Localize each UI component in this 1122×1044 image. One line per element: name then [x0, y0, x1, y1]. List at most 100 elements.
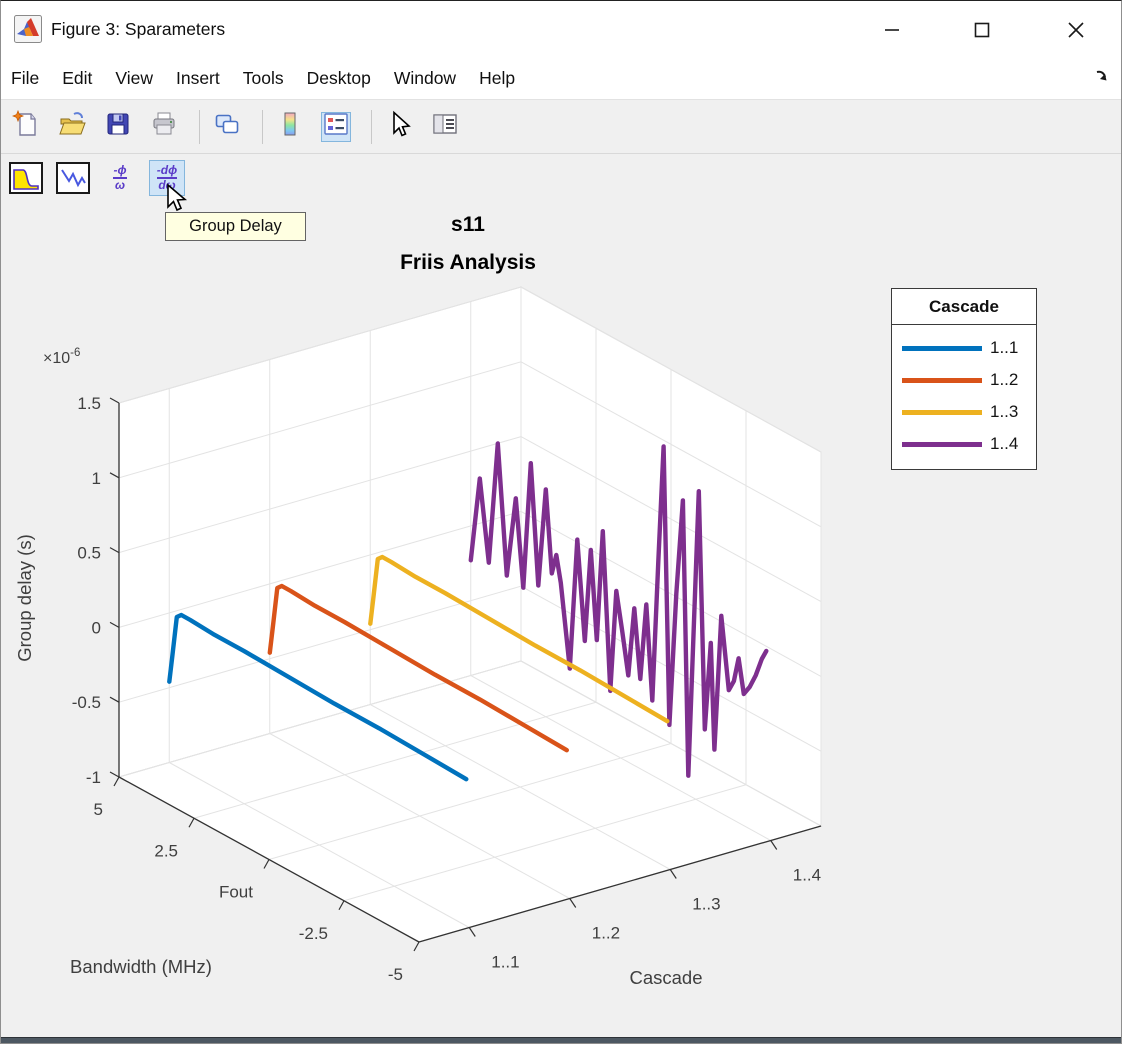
y-axis-label: Cascade: [629, 967, 702, 988]
z-tick-label-4: 1: [92, 469, 101, 488]
menu-item-edit[interactable]: Edit: [62, 67, 93, 88]
x-tick-label-3: -2.5: [299, 924, 328, 943]
y-axis-edge: [418, 825, 822, 943]
save-figure-icon: [104, 110, 132, 143]
close-icon: [1068, 22, 1084, 38]
magnitude-response-button[interactable]: [8, 160, 44, 196]
dock-figure-icon[interactable]: [1093, 67, 1111, 85]
y-tick-label-1: 1..2: [592, 924, 620, 943]
grid-z: [118, 361, 522, 479]
grid-z: [118, 436, 522, 554]
x-tick: [263, 859, 270, 869]
x-tick-label-2: Fout: [219, 883, 253, 902]
property-inspector-button[interactable]: [430, 112, 460, 142]
phase-delay-icon: -ϕ ω: [113, 162, 127, 192]
z-tick-label-5: 1.5: [77, 394, 101, 413]
print-figure-button[interactable]: [149, 112, 179, 142]
legend[interactable]: Cascade 1..1 1..2 1..3 1..4: [891, 288, 1037, 470]
plot-line-1..2[interactable]: [267, 583, 569, 753]
grid-x: [268, 743, 672, 860]
legend-entry-label: 1..4: [990, 434, 1019, 453]
y-tick: [569, 898, 577, 908]
menu-item-file[interactable]: File: [11, 67, 40, 88]
menu-item-desktop[interactable]: Desktop: [306, 67, 371, 88]
grid-z: [118, 286, 522, 404]
x-tick: [113, 776, 120, 787]
legend-line-sample: [902, 409, 982, 415]
phase-delay-button[interactable]: -ϕ ω: [102, 160, 138, 196]
menu-item-window[interactable]: Window: [393, 67, 457, 88]
plot-title-line1: s11: [451, 213, 485, 236]
grid-x: [118, 660, 522, 778]
save-figure-button[interactable]: [103, 112, 133, 142]
maximize-button[interactable]: [959, 11, 1005, 49]
x-tick-label-0: 5: [94, 800, 103, 819]
toolbar-separator: [199, 109, 200, 144]
window-title: Figure 3: Sparameters: [51, 19, 226, 39]
rf-analysis-toolbar: -ϕ ω -dϕ dω: [1, 153, 1121, 201]
insert-colorbar-icon: [276, 110, 304, 143]
menu-item-tools[interactable]: Tools: [242, 67, 284, 88]
legend-entry-1..1[interactable]: 1..1: [892, 332, 1036, 364]
z-axis-exponent: ×10-6: [43, 347, 80, 367]
legend-entry-1..3[interactable]: 1..3: [892, 396, 1036, 428]
z-tick: [109, 472, 120, 479]
matlab-logo-icon: [14, 15, 42, 43]
menu-item-help[interactable]: Help: [479, 67, 516, 88]
legend-entry-label: 1..1: [990, 338, 1019, 357]
grid-x: [343, 784, 747, 902]
menu-item-insert[interactable]: Insert: [175, 67, 220, 88]
y-tick: [468, 927, 476, 937]
z-tick-label-2: 0: [92, 618, 101, 637]
plot-title: s11 Friis Analysis: [400, 206, 536, 282]
plot-title-line2: Friis Analysis: [400, 251, 536, 274]
legend-entry-label: 1..3: [990, 402, 1019, 421]
3d-axes: 5 2.5 Fout -2.5 -5 1..1 1..2 1..3 1..4 -1 -0.5 0 0.5…: [14, 286, 823, 988]
insert-colorbar-button[interactable]: [275, 112, 305, 142]
y-tick-label-0: 1..1: [491, 953, 519, 972]
z-tick: [109, 621, 120, 628]
plot-canvas[interactable]: 5 2.5 Fout -2.5 -5 1..1 1..2 1..3 1..4 -1 -0.5 0 0.5…: [1, 201, 1121, 1039]
minimize-button[interactable]: [869, 11, 915, 49]
z-tick: [109, 771, 120, 778]
insert-legend-button[interactable]: [321, 111, 351, 142]
x-tick-label-4: -5: [388, 965, 403, 984]
close-button[interactable]: [1053, 11, 1099, 49]
phase-response-icon: [56, 161, 90, 194]
magnitude-response-icon: [9, 161, 43, 194]
legend-line-sample: [902, 377, 982, 383]
open-file-icon: [58, 110, 86, 143]
edit-plot-icon: [385, 110, 413, 143]
phase-response-button[interactable]: [55, 160, 91, 196]
z-tick-label-3: 0.5: [77, 544, 101, 563]
legend-entry-1..4[interactable]: 1..4: [892, 428, 1036, 460]
y-tick: [770, 840, 778, 850]
mouse-cursor-icon: [159, 183, 189, 220]
window-bottom-border: [1, 1037, 1121, 1043]
menu-item-view[interactable]: View: [115, 67, 153, 88]
z-tick: [109, 397, 120, 404]
link-plot-button[interactable]: [212, 112, 242, 142]
open-file-button[interactable]: [57, 112, 87, 142]
y-tick-label-2: 1..3: [692, 895, 720, 914]
edit-plot-button[interactable]: [384, 110, 414, 143]
legend-line-sample: [902, 345, 982, 351]
x-tick: [188, 817, 195, 828]
plot-line-1..4[interactable]: [468, 441, 769, 778]
new-figure-button[interactable]: [11, 109, 41, 143]
grid-z: [118, 585, 522, 703]
tooltip: Group Delay: [165, 212, 306, 241]
x-tick: [413, 941, 420, 952]
new-figure-icon: [11, 109, 40, 143]
plot-line-1..1[interactable]: [167, 612, 469, 782]
x-axis-label: Bandwidth (MHz): [70, 956, 212, 977]
legend-line-sample: [902, 441, 982, 447]
maximize-icon: [974, 22, 990, 38]
plot-line-1..3[interactable]: [368, 554, 670, 724]
legend-entry-1..2[interactable]: 1..2: [892, 364, 1036, 396]
menu-bar: File Edit View Insert Tools Desktop Window Help: [1, 57, 1121, 99]
group-delay-button[interactable]: -dϕ dω: [149, 159, 185, 196]
y-tick-label-3: 1..4: [793, 866, 821, 885]
legend-title: Cascade: [892, 289, 1036, 325]
